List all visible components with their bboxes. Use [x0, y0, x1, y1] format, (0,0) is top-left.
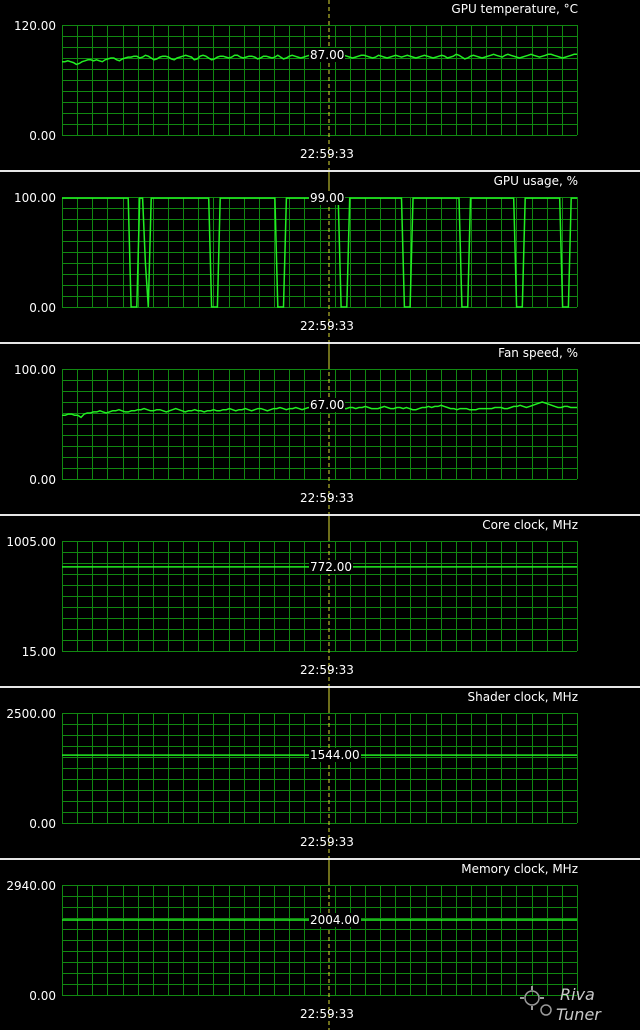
- graph-plot: [62, 688, 578, 883]
- y-axis-max-label: 120.00: [14, 19, 56, 33]
- graph-panel-6[interactable]: Memory clock, MHz 2940.00 0.00 2004.00 22:59…: [0, 860, 640, 1030]
- graph-panel-4[interactable]: Core clock, MHz 1005.00 15.00 772.00 22:59:3…: [0, 516, 640, 711]
- y-axis-min-label: 0.00: [29, 129, 56, 143]
- panel-separator[interactable]: [0, 342, 640, 344]
- graph-title: Shader clock, MHz: [467, 690, 578, 704]
- y-axis-max-label: 2940.00: [6, 879, 56, 893]
- cursor-value-label: 772.00: [309, 559, 353, 574]
- graph-title: GPU temperature, °C: [451, 2, 578, 16]
- panel-separator[interactable]: [0, 858, 640, 860]
- cursor-time-label: 22:59:33: [300, 835, 354, 849]
- graph-title: Fan speed, %: [498, 346, 578, 360]
- cursor-value-label: 87.00: [309, 48, 346, 63]
- cursor-value-label: 2004.00: [309, 913, 361, 928]
- svg-text:Riva: Riva: [560, 985, 595, 1004]
- cursor-time-label: 22:59:33: [300, 491, 354, 505]
- y-axis-max-label: 100.00: [14, 363, 56, 377]
- graph-title: GPU usage, %: [493, 174, 578, 188]
- y-axis-min-label: 15.00: [21, 645, 56, 659]
- panel-separator[interactable]: [0, 514, 640, 516]
- panel-separator[interactable]: [0, 170, 640, 172]
- y-axis-min-label: 0.00: [29, 301, 56, 315]
- graph-plot: [62, 516, 578, 711]
- cursor-value-label: 1544.00: [309, 748, 361, 763]
- y-axis-max-label: 2500.00: [6, 707, 56, 721]
- graph-panel-3[interactable]: Fan speed, % 100.00 0.00 67.00 22:59:33: [0, 344, 640, 539]
- cursor-value-label: 99.00: [309, 191, 346, 206]
- cursor-time-label: 22:59:33: [300, 663, 354, 677]
- svg-text:Tuner: Tuner: [556, 1005, 602, 1024]
- y-axis-min-label: 0.00: [29, 817, 56, 831]
- rivatuner-logo: Riva Tuner: [520, 985, 602, 1024]
- graph-plot: [62, 0, 578, 195]
- graph-panel-1[interactable]: GPU temperature, °C 120.00 0.00 87.00 22:59:…: [0, 0, 640, 195]
- graph-panel-5[interactable]: Shader clock, MHz 2500.00 0.00 1544.00 22:59…: [0, 688, 640, 883]
- cursor-time-label: 22:59:33: [300, 147, 354, 161]
- graph-plot: [62, 172, 578, 367]
- graph-panel-2[interactable]: GPU usage, % 100.00 0.00 99.00 22:59:33: [0, 172, 640, 367]
- graph-plot: [62, 860, 578, 1030]
- y-axis-min-label: 0.00: [29, 473, 56, 487]
- cursor-value-label: 67.00: [309, 398, 346, 413]
- graph-title: Core clock, MHz: [482, 518, 578, 532]
- graph-title: Memory clock, MHz: [461, 862, 578, 876]
- panel-separator[interactable]: [0, 686, 640, 688]
- cursor-time-label: 22:59:33: [300, 1007, 354, 1021]
- y-axis-max-label: 100.00: [14, 191, 56, 205]
- y-axis-max-label: 1005.00: [6, 535, 56, 549]
- cursor-time-label: 22:59:33: [300, 319, 354, 333]
- graph-plot: [62, 344, 578, 539]
- y-axis-min-label: 0.00: [29, 989, 56, 1003]
